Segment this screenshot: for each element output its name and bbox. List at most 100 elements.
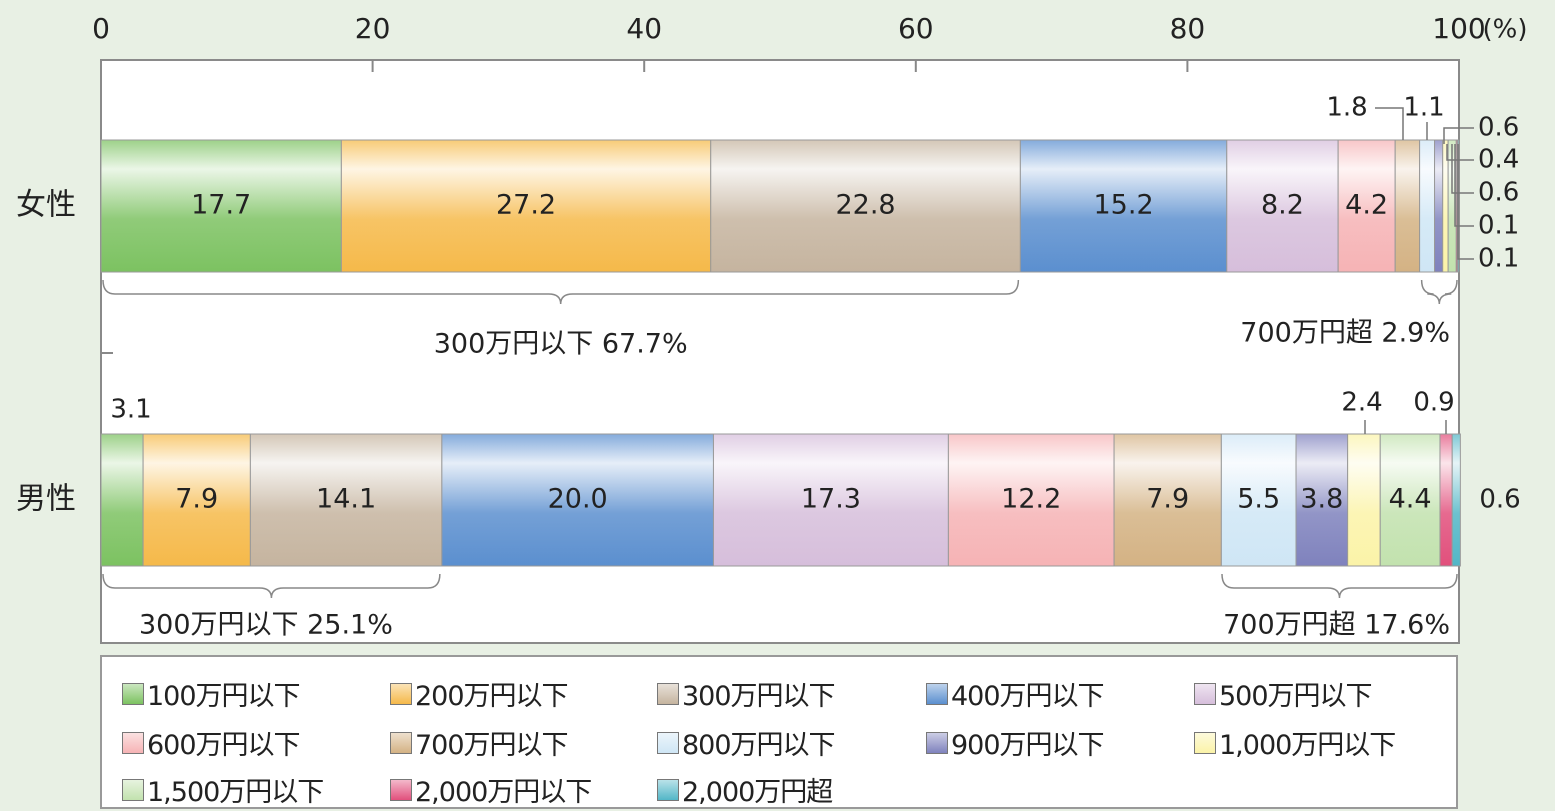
legend-item: 800万円以下: [657, 723, 836, 762]
x-tick-label: 60: [898, 12, 934, 45]
annotation-label: 300万円以下 67.7%: [434, 329, 688, 360]
bar-segment: [1439, 433, 1453, 567]
data-label: 12.2: [1001, 484, 1061, 515]
bar-segment: [441, 433, 714, 567]
legend-swatch: [122, 778, 144, 801]
legend-item: 600万円以下: [122, 723, 301, 762]
legend-swatch: [926, 731, 948, 754]
legend-label: 2,000万円以下: [415, 777, 592, 808]
leader-line: [1443, 127, 1474, 144]
bar-segment: [1419, 139, 1436, 273]
bar-segment: [1394, 139, 1421, 273]
legend-label: 700万円以下: [415, 730, 569, 761]
legend-label: 400万円以下: [951, 681, 1105, 712]
x-axis: 0 20 40 60 80 100(%): [92, 12, 1528, 72]
x-axis-unit: (%): [1483, 15, 1528, 45]
bar-segment: [142, 433, 251, 567]
data-label: 0.6: [1478, 113, 1519, 143]
bar-segment: [1295, 433, 1349, 567]
leader-line: [1451, 144, 1474, 194]
data-label: 15.2: [1094, 190, 1154, 221]
data-label: 5.5: [1237, 484, 1280, 515]
legend-item: 300万円以下: [657, 674, 836, 713]
legend: 100万円以下 200万円以下 300万円以下 400万円以下 500万円以下 600万円…: [100, 655, 1458, 809]
data-label: 8.2: [1261, 190, 1304, 221]
data-label: 17.7: [191, 190, 251, 221]
bar-segment: [1347, 433, 1381, 567]
data-label: 20.0: [548, 484, 608, 515]
data-label: 1.8: [1326, 93, 1367, 123]
x-tick-label: 20: [355, 12, 391, 45]
bar-segment: [1379, 433, 1441, 567]
legend-item: 400万円以下: [926, 674, 1105, 713]
legend-swatch: [1194, 682, 1216, 705]
legend-item: 700万円以下: [390, 723, 569, 762]
legend-label: 200万円以下: [415, 681, 569, 712]
bar-segment: [712, 433, 949, 567]
data-label: 1.1: [1403, 93, 1444, 123]
leader-line: [1457, 144, 1474, 260]
data-label: 0.9: [1413, 388, 1454, 418]
bar-segment: [1220, 433, 1297, 567]
data-label: 3.8: [1300, 484, 1343, 515]
bar-segment: [1451, 433, 1461, 567]
legend-swatch: [926, 682, 948, 705]
x-tick-label: 100: [1432, 12, 1485, 45]
leader-line: [1446, 144, 1474, 161]
legend-swatch: [657, 731, 679, 754]
annotations-group: 300万円以下 67.7% 700万円超 2.9% 300万円以下 25.1% 700…: [101, 279, 1458, 641]
legend-label: 500万円以下: [1219, 681, 1373, 712]
legend-label: 2,000万円超: [682, 777, 833, 808]
legend-label: 100万円以下: [147, 681, 301, 712]
bar-segment: [100, 433, 144, 567]
legend-item: 1,500万円以下: [122, 770, 324, 809]
legend-item: 2,000万円超: [657, 770, 833, 809]
data-label: 2.4: [1341, 388, 1382, 418]
legend-item: 500万円以下: [1194, 674, 1373, 713]
legend-item: 900万円以下: [926, 723, 1105, 762]
category-label: 男性: [16, 482, 76, 517]
legend-swatch: [122, 682, 144, 705]
data-label: 14.1: [316, 484, 376, 515]
bar-segment: [249, 433, 443, 567]
data-label: 17.3: [801, 484, 861, 515]
annotation-label: 300万円以下 25.1%: [139, 610, 393, 641]
data-label: 0.1: [1478, 211, 1519, 241]
legend-item: 2,000万円以下: [390, 770, 592, 809]
bar-segment: [1434, 139, 1444, 273]
leader-line: [1375, 107, 1404, 140]
legend-item: 1,000万円以下: [1194, 723, 1396, 762]
legend-label: 300万円以下: [682, 681, 836, 712]
bar-segment: [710, 139, 1021, 273]
annotation-label: 700万円超 17.6%: [1223, 610, 1450, 641]
data-label: 22.8: [835, 190, 895, 221]
legend-label: 600万円以下: [147, 730, 301, 761]
data-label: 27.2: [496, 190, 556, 221]
legend-label: 1,500万円以下: [147, 777, 324, 808]
brace: [1420, 279, 1458, 305]
legend-swatch: [1194, 731, 1216, 754]
brace: [102, 279, 1020, 305]
x-tick-label: 0: [92, 12, 110, 45]
legend-swatch: [390, 731, 412, 754]
data-label: 0.1: [1478, 244, 1519, 274]
legend-label: 1,000万円以下: [1219, 730, 1396, 761]
bars-group: 女性 17.7 27.2 22.8 15.2 8.2 4.21.8 1.10.60.40.60…: [16, 93, 1521, 567]
bar-segment: [1226, 139, 1339, 273]
legend-swatch: [122, 731, 144, 754]
legend-swatch: [657, 682, 679, 705]
data-label: 0.6: [1479, 485, 1520, 515]
legend-swatch: [390, 682, 412, 705]
x-tick-label: 80: [1170, 12, 1206, 45]
data-label: 4.2: [1345, 190, 1388, 221]
brace: [102, 573, 441, 599]
annotation-label: 700万円超 2.9%: [1240, 318, 1450, 349]
legend-swatch: [657, 778, 679, 801]
leader-line: [1454, 144, 1474, 227]
bar-segment: [1113, 433, 1222, 567]
x-tick-label: 40: [626, 12, 662, 45]
legend-item: 100万円以下: [122, 674, 301, 713]
data-label: 3.1: [110, 395, 151, 425]
legend-label: 800万円以下: [682, 730, 836, 761]
